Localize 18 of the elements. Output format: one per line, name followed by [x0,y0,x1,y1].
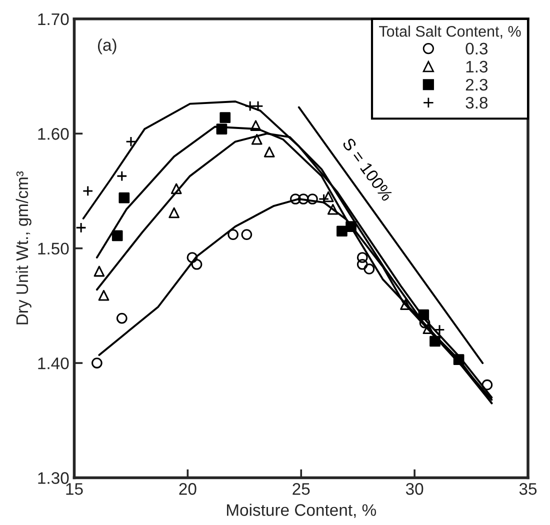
legend-label: 2.3 [466,78,488,91]
x-axis-title: Moisture Content, % [227,504,376,518]
x-tick-label: 25 [292,483,310,495]
legend-label: 3.8 [466,96,488,109]
y-axis-title: Dry Unit Wt., gm/cm³ [16,171,32,324]
annotation: (a) [98,38,116,54]
y-tick-label: 1.70 [38,13,69,26]
legend-label: 0.3 [466,42,488,55]
x-tick-label: 15 [66,483,83,495]
x-tick-label: 20 [179,483,196,495]
legend-title: Total Salt Content, % [379,26,521,39]
y-tick-label: 1.60 [38,128,69,140]
legend-label: 1.3 [466,60,488,73]
y-tick-label: 1.40 [38,357,69,370]
x-tick-label: 30 [406,483,424,495]
x-tick-label: 35 [519,483,537,495]
y-tick-label: 1.30 [38,472,69,484]
y-tick-label: 1.50 [38,242,69,255]
